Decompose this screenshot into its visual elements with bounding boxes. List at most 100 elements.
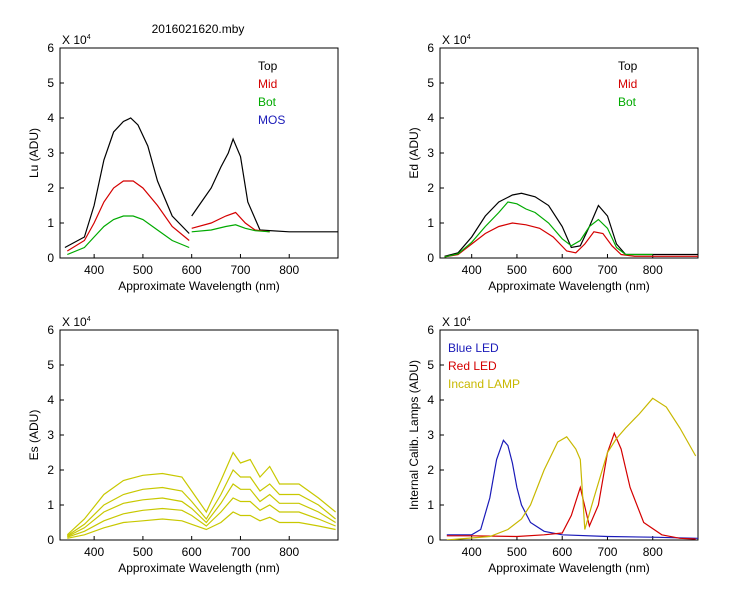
lu-ylabel: Lu (ADU): [27, 128, 41, 178]
es-series-es-2-line: [66, 469, 336, 537]
es-xtick-label: 700: [230, 545, 250, 559]
es-series-es-5-line: [67, 511, 336, 539]
ed-xtick-label: 400: [462, 263, 482, 277]
es-ytick-label: 5: [47, 358, 54, 372]
es-series-es-4-line: [67, 497, 336, 538]
ed-ytick-label: 0: [427, 251, 434, 265]
ed-scale-label: X 104: [442, 33, 471, 47]
es-xtick-label: 600: [182, 545, 202, 559]
lamps-series-red-led-line: [446, 431, 696, 540]
lamps-scale-base: X 10: [442, 315, 467, 329]
ed-scale-base: X 10: [442, 33, 467, 47]
lu-series-mid-line: [191, 211, 270, 233]
lamps-xtick-label: 800: [643, 545, 663, 559]
ed-scale-exp: 4: [467, 34, 471, 41]
lu-ytick-label: 0: [47, 251, 54, 265]
lu-series-top-line: [64, 117, 190, 249]
lu-series-mid-line: [66, 180, 190, 252]
lamps-ytick-label: 0: [427, 533, 434, 547]
lu-xlabel: Approximate Wavelength (nm): [118, 279, 280, 293]
es-ytick-label: 1: [47, 498, 54, 512]
ed-ytick-label: 1: [427, 216, 434, 230]
lu-ytick-label: 5: [47, 76, 54, 90]
es-ytick-label: 3: [47, 428, 54, 442]
lu-legend-item: Bot: [258, 95, 277, 109]
lamps-ytick-label: 3: [427, 428, 434, 442]
es-xlabel: Approximate Wavelength (nm): [118, 561, 280, 575]
lu-scale-exp: 4: [87, 34, 91, 41]
es-xtick-label: 500: [133, 545, 153, 559]
lamps-ytick-label: 2: [427, 463, 434, 477]
lamps-legend-item: Blue LED: [448, 341, 499, 355]
lu-scale-label: X 104: [62, 33, 91, 47]
es-ytick-label: 6: [47, 323, 54, 337]
es-ytick-label: 0: [47, 533, 54, 547]
ed-series-top-line: [444, 192, 698, 257]
es-scale-base: X 10: [62, 315, 87, 329]
lu-scale-base: X 10: [62, 33, 87, 47]
lu-legend-item: MOS: [258, 113, 285, 127]
es-plot-frame: [59, 329, 339, 541]
ed-xlabel: Approximate Wavelength (nm): [488, 279, 650, 293]
lu-ytick-label: 2: [47, 181, 54, 195]
lamps-xlabel: Approximate Wavelength (nm): [488, 561, 650, 575]
figure-title: 2016021620.mby: [152, 22, 245, 36]
lu-xtick-label: 700: [230, 263, 250, 277]
ed-series-mid-line: [444, 222, 698, 258]
lamps-scale-label: X 104: [442, 315, 471, 329]
lamps-scale-exp: 4: [467, 316, 471, 323]
ed-ytick-label: 4: [427, 111, 434, 125]
lamps-series-blue-led-line: [446, 439, 698, 539]
lu-series-bot-line: [67, 215, 190, 256]
lamps-ytick-label: 1: [427, 498, 434, 512]
lamps-ylabel: Internal Calib. Lamps (ADU): [407, 360, 421, 510]
ed-xtick-label: 600: [552, 263, 572, 277]
lamps-ytick-label: 6: [427, 323, 434, 337]
lu-xtick-label: 500: [133, 263, 153, 277]
ed-series-bot-line: [444, 201, 653, 258]
lamps-ytick-label: 5: [427, 358, 434, 372]
ed-legend-item: Bot: [618, 95, 637, 109]
lamps-legend-item: Incand LAMP: [448, 377, 520, 391]
ed-legend-item: Mid: [618, 77, 637, 91]
ed-xtick-label: 700: [597, 263, 617, 277]
lu-xtick-label: 800: [279, 263, 299, 277]
ed-xtick-label: 800: [643, 263, 663, 277]
lu-ytick-label: 4: [47, 111, 54, 125]
lamps-xtick-label: 400: [462, 545, 482, 559]
lamps-ytick-label: 4: [427, 393, 434, 407]
es-series-es-3-line: [67, 483, 336, 538]
lu-series-bot-line: [191, 224, 270, 233]
es-series-es-1-line: [66, 451, 336, 536]
lamps-xtick-label: 700: [597, 545, 617, 559]
es-xtick-label: 800: [279, 545, 299, 559]
lu-ytick-label: 3: [47, 146, 54, 160]
lu-legend-item: Top: [258, 59, 278, 73]
lu-legend-item: Mid: [258, 77, 277, 91]
lu-ytick-label: 6: [47, 41, 54, 55]
es-ytick-label: 4: [47, 393, 54, 407]
es-scale-label: X 104: [62, 315, 91, 329]
ed-ytick-label: 3: [427, 146, 434, 160]
lamps-legend-item: Red LED: [448, 359, 497, 373]
lamps-xtick-label: 500: [507, 545, 527, 559]
ed-xtick-label: 500: [507, 263, 527, 277]
ed-legend-item: Top: [618, 59, 638, 73]
ed-ylabel: Ed (ADU): [407, 127, 421, 178]
es-xtick-label: 400: [84, 545, 104, 559]
es-ytick-label: 2: [47, 463, 54, 477]
lu-xtick-label: 400: [84, 263, 104, 277]
lu-series-top-line: [191, 137, 338, 233]
ed-ytick-label: 5: [427, 76, 434, 90]
es-ylabel: Es (ADU): [27, 410, 41, 461]
ed-ytick-label: 2: [427, 181, 434, 195]
es-scale-exp: 4: [87, 316, 91, 323]
lamps-series-incand-lamp-line: [446, 397, 697, 540]
lu-ytick-label: 1: [47, 216, 54, 230]
ed-ytick-label: 6: [427, 41, 434, 55]
